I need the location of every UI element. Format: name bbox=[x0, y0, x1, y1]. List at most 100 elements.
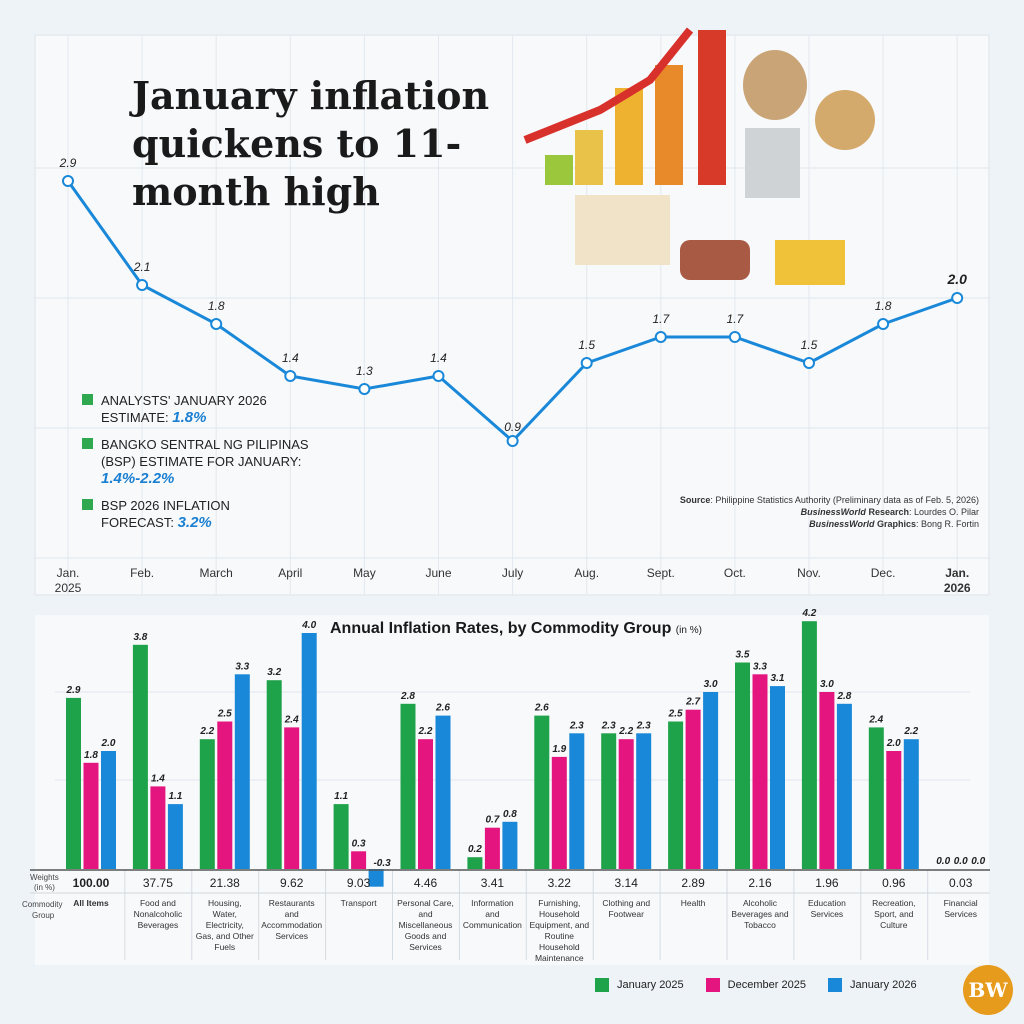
data-point bbox=[62, 175, 74, 187]
green-square-icon bbox=[82, 499, 93, 510]
x-tick-label: March bbox=[200, 566, 233, 580]
data-label: 1.7 bbox=[727, 312, 745, 326]
data-label: 2.9 bbox=[59, 156, 77, 170]
bar-value-label: 1.9 bbox=[552, 744, 566, 755]
bar-value-label: 1.1 bbox=[334, 791, 348, 802]
note-analysts-estimate: ANALYSTS' JANUARY 2026 ESTIMATE: 1.8% bbox=[82, 392, 341, 426]
bar-value-label: 3.5 bbox=[736, 650, 750, 661]
bar-value-label: 2.5 bbox=[668, 709, 683, 720]
illustration-bar bbox=[545, 155, 573, 185]
bar-value-label: -0.3 bbox=[373, 858, 391, 869]
bar-value-label: 0.0 bbox=[954, 856, 968, 867]
x-tick-label: Sept. bbox=[647, 566, 675, 580]
commodity-group-label: Recreation, Sport, and Culture bbox=[872, 898, 915, 930]
bar-value-label: 2.3 bbox=[569, 720, 584, 731]
data-label: 2.1 bbox=[133, 260, 151, 274]
estimates-notes: ANALYSTS' JANUARY 2026 ESTIMATE: 1.8% BA… bbox=[82, 392, 341, 541]
note-bsp-estimate: BANGKO SENTRAL NG PILIPINAS (BSP) ESTIMA… bbox=[82, 436, 341, 487]
weights-row-unit: (in %) bbox=[34, 883, 55, 892]
data-point bbox=[210, 318, 223, 330]
weight-value: 100.00 bbox=[73, 876, 110, 890]
businessworld-logo: BW bbox=[963, 965, 1013, 1015]
bar-january-2026 bbox=[703, 692, 719, 869]
commodity-group-label: Alcoholic Beverages and Tobacco bbox=[731, 898, 788, 930]
bar-value-label: 2.4 bbox=[284, 714, 299, 725]
x-tick-label: April bbox=[278, 566, 302, 580]
bar-value-label: 4.0 bbox=[301, 620, 316, 631]
bar-value-label: 2.4 bbox=[868, 714, 883, 725]
illustration-bar bbox=[615, 88, 643, 185]
bar-january-2026 bbox=[435, 715, 451, 869]
x-tick-label: Feb. bbox=[130, 566, 154, 580]
bar-value-label: 2.6 bbox=[435, 703, 450, 714]
data-point bbox=[506, 435, 519, 447]
x-tick-label: May bbox=[353, 566, 376, 580]
illustration-bar bbox=[655, 65, 683, 185]
commodity-group-label: Health bbox=[681, 898, 706, 908]
weight-value: 3.22 bbox=[548, 876, 572, 890]
illustration-bar bbox=[698, 30, 726, 185]
data-point bbox=[877, 318, 890, 330]
bar-value-label: 2.5 bbox=[217, 709, 232, 720]
bar-december-2025 bbox=[150, 786, 166, 869]
source-credits: Source: Philippine Statistics Authority … bbox=[679, 495, 979, 529]
page-title: January inflation quickens to 11-month h… bbox=[132, 73, 490, 214]
data-label: 1.8 bbox=[875, 299, 892, 313]
weight-value: 0.03 bbox=[949, 876, 973, 890]
bar-value-label: 3.1 bbox=[771, 673, 785, 684]
bar-value-label: 3.8 bbox=[133, 632, 147, 643]
illustration-bar bbox=[575, 130, 603, 185]
data-label: 2.0 bbox=[946, 271, 967, 287]
weight-value: 21.38 bbox=[210, 876, 240, 890]
commodity-group-label: Personal Care, and Miscellaneous Goods and S… bbox=[397, 898, 454, 952]
bar-value-label: 0.3 bbox=[352, 838, 366, 849]
bar-december-2025 bbox=[618, 739, 634, 869]
bar-value-label: 3.0 bbox=[820, 679, 834, 690]
bar-december-2025 bbox=[351, 851, 367, 869]
bar-value-label: 2.2 bbox=[418, 726, 433, 737]
x-tick-label: Nov. bbox=[797, 566, 821, 580]
bar-value-label: 2.0 bbox=[886, 738, 901, 749]
bar-value-label: 4.2 bbox=[801, 608, 816, 619]
commodity-group-label: Clothing and Footwear bbox=[602, 898, 650, 919]
bar-january-2025 bbox=[601, 733, 617, 869]
commodity-group-label: Education Services bbox=[808, 898, 846, 919]
data-point bbox=[284, 370, 297, 382]
bar-january-2026 bbox=[836, 703, 852, 869]
legend-item-dec2025: December 2025 bbox=[705, 978, 806, 992]
data-point bbox=[580, 357, 593, 369]
data-point bbox=[432, 370, 445, 382]
bar-value-label: 0.2 bbox=[468, 844, 482, 855]
bar-value-label: 2.9 bbox=[66, 685, 81, 696]
commodity-group-label: Transport bbox=[341, 898, 378, 908]
illustration-arrow bbox=[523, 27, 694, 144]
commodity-group-label: Furnishing, Household Equipment, and Routin… bbox=[530, 898, 590, 963]
bar-value-label: 0.0 bbox=[971, 856, 985, 867]
bar-value-label: 2.3 bbox=[601, 720, 616, 731]
bar-december-2025 bbox=[551, 756, 567, 869]
bar-value-label: 0.0 bbox=[936, 856, 950, 867]
bar-value-label: 2.8 bbox=[836, 691, 851, 702]
weight-value: 0.96 bbox=[882, 876, 906, 890]
bar-january-2025 bbox=[132, 644, 148, 869]
x-tick-label: June bbox=[425, 566, 451, 580]
bar-december-2025 bbox=[217, 721, 233, 869]
bar-value-label: 3.3 bbox=[753, 661, 767, 672]
x-tick-label: Dec. bbox=[871, 566, 896, 580]
bar-january-2025 bbox=[266, 680, 282, 869]
note-bsp-forecast: BSP 2026 INFLATION FORECAST: 3.2% bbox=[82, 497, 341, 531]
jerrycan-icon bbox=[745, 128, 800, 198]
bar-january-2026 bbox=[569, 733, 585, 869]
green-square-icon bbox=[82, 394, 93, 405]
bar-value-label: 2.7 bbox=[685, 697, 700, 708]
bar-value-label: 1.1 bbox=[168, 791, 182, 802]
eggs-tray-icon bbox=[575, 195, 670, 265]
x-tick-label: Oct. bbox=[724, 566, 746, 580]
bar-january-2025 bbox=[801, 621, 817, 869]
x-tick-label: Jan. 2025 bbox=[55, 566, 82, 595]
commodity-group-label: Restaurants and Accommodation Services bbox=[261, 898, 322, 941]
weight-value: 3.14 bbox=[615, 876, 639, 890]
bar-value-label: 2.3 bbox=[636, 720, 651, 731]
group-row-label: Commodity bbox=[22, 900, 62, 909]
bar-january-2026 bbox=[636, 733, 652, 869]
